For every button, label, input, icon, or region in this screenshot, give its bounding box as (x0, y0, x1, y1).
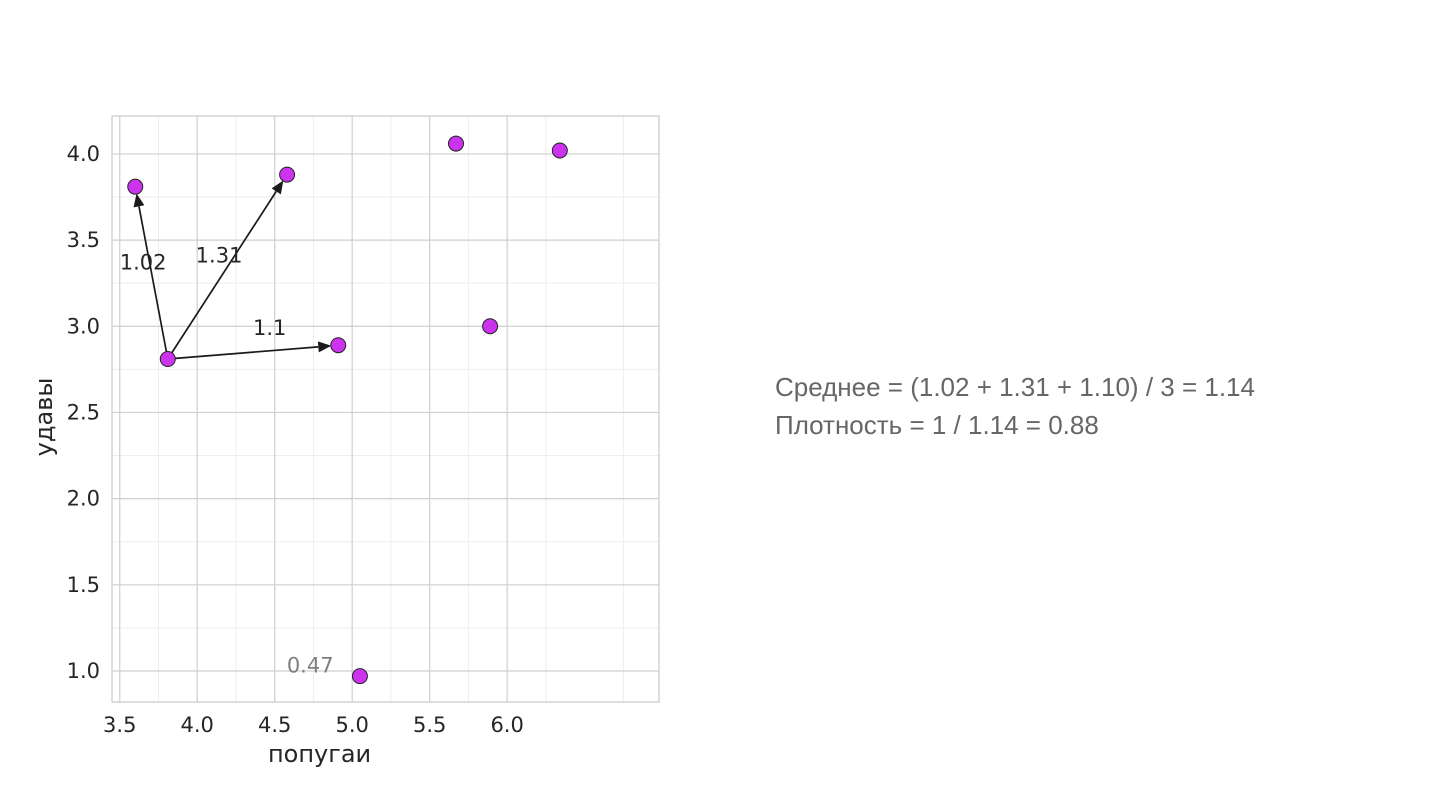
labels: 1.02 1.31 1.1 0.47 (120, 244, 334, 678)
data-point (159, 351, 176, 368)
point-annotation: 0.47 (287, 654, 334, 678)
x-tick-label: 6.0 (490, 713, 523, 737)
arrow-distance-label: 1.02 (120, 250, 167, 274)
arrows (133, 180, 332, 360)
plot-frame (111, 115, 660, 703)
y-tick-label: 4.0 (67, 142, 100, 166)
x-tick-label: 4.0 (181, 713, 214, 737)
points (127, 135, 568, 685)
density-formula: Среднее = (1.02 + 1.31 + 1.10) / 3 = 1.1… (775, 368, 1255, 444)
arrow-head (317, 341, 332, 353)
x-tick-label: 3.5 (103, 713, 136, 737)
y-tick-label: 2.0 (67, 487, 100, 511)
arrow-distance-label: 1.1 (253, 316, 286, 340)
y-tick-label: 2.5 (67, 400, 100, 424)
data-point (448, 135, 465, 152)
arrow-line (138, 206, 169, 360)
y-tick-label: 3.5 (67, 228, 100, 252)
arrow-head (133, 193, 145, 208)
x-axis-label: попугаи (268, 740, 371, 768)
x-tick-label: 5.5 (413, 713, 446, 737)
data-point (279, 166, 296, 183)
scatter-chart: 3.5 4.0 4.5 5.0 5.5 6.01.01.52.02.53.03.54.0 … (30, 115, 660, 768)
arrow-head (271, 180, 284, 195)
data-point (482, 318, 499, 335)
x-tick-label: 4.5 (258, 713, 291, 737)
formula-mean-line: Среднее = (1.02 + 1.31 + 1.10) / 3 = 1.1… (775, 372, 1255, 402)
arrow-distance-label: 1.31 (196, 244, 243, 268)
data-point (551, 142, 568, 159)
formula-density-line: Плотность = 1 / 1.14 = 0.88 (775, 410, 1099, 440)
y-axis-label: удавы (30, 378, 58, 457)
data-point (351, 668, 368, 685)
y-tick-label: 1.0 (67, 659, 100, 683)
data-point (127, 178, 144, 195)
y-tick-label: 1.5 (67, 573, 100, 597)
arrow-line (167, 190, 277, 360)
ticks: 3.5 4.0 4.5 5.0 5.5 6.0 1.0 1.5 2.0 2.5 3.0 3.5 4.0 (67, 142, 524, 737)
y-tick-label: 3.0 (67, 314, 100, 338)
arrow-line (167, 345, 319, 360)
grid (112, 116, 659, 702)
x-tick-label: 5.0 (335, 713, 368, 737)
data-point (330, 337, 347, 354)
